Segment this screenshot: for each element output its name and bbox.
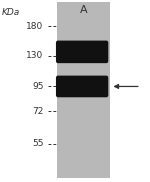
Bar (57, 2, 110, 178)
Text: 72: 72 (32, 106, 44, 116)
FancyBboxPatch shape (56, 76, 108, 97)
Text: 180: 180 (26, 22, 44, 31)
Text: 130: 130 (26, 51, 44, 60)
Text: KDa: KDa (2, 8, 20, 17)
FancyBboxPatch shape (56, 41, 108, 63)
Text: 55: 55 (32, 139, 44, 148)
Text: A: A (80, 5, 87, 15)
Text: 95: 95 (32, 82, 44, 91)
